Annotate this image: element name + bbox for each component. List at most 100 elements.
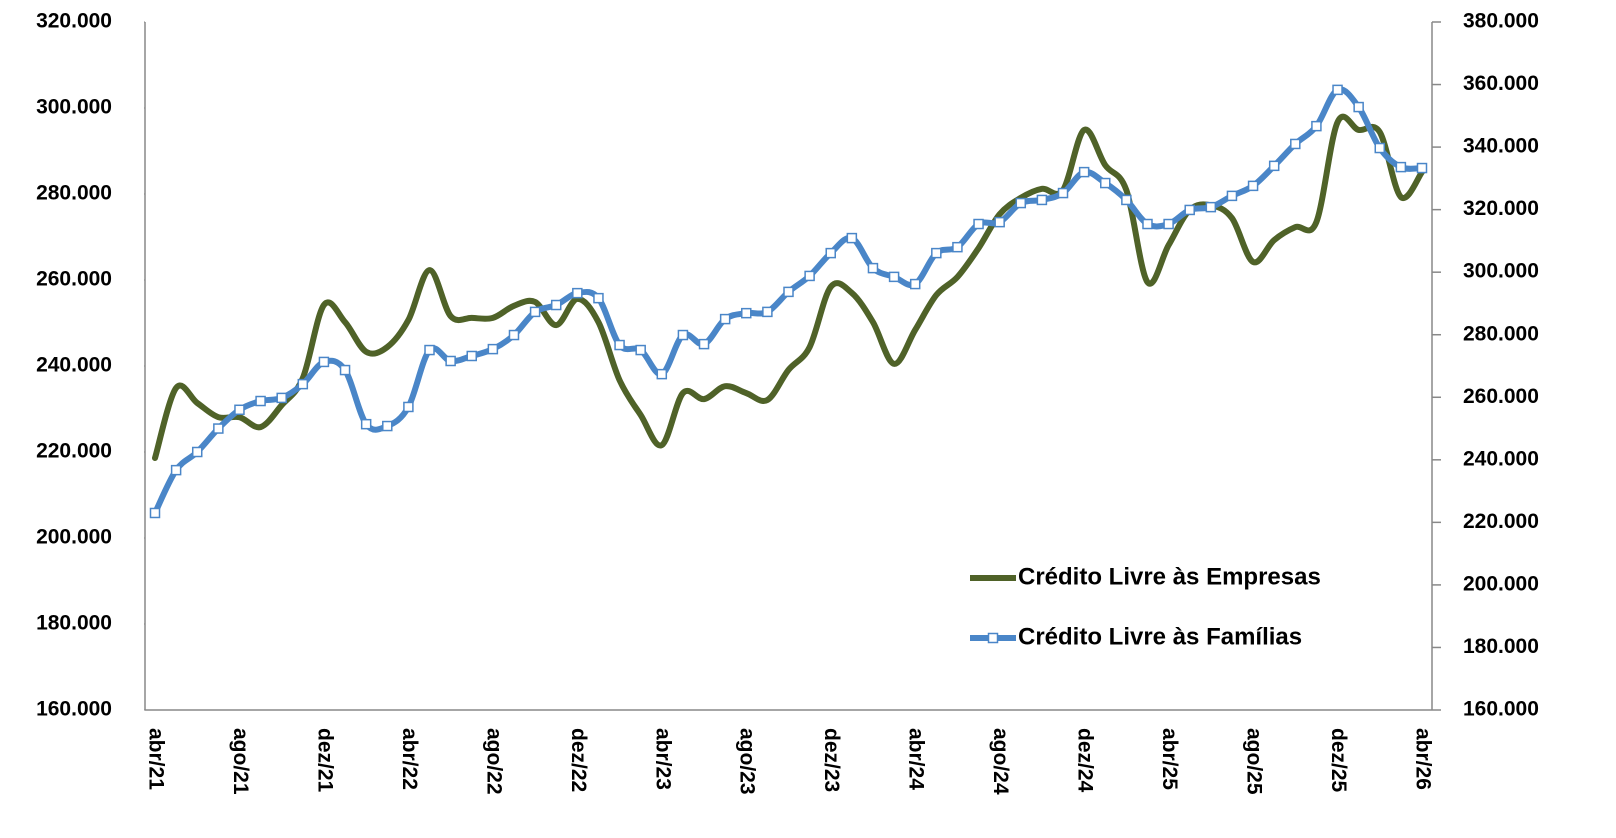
y2-tick-label: 280.000 xyxy=(1463,322,1539,345)
marker xyxy=(191,446,203,458)
y2-tick-label: 260.000 xyxy=(1463,385,1539,408)
marker xyxy=(909,278,921,290)
marker xyxy=(846,232,858,244)
marker xyxy=(614,339,625,351)
marker xyxy=(931,247,942,259)
y-tick-label: 160.000 xyxy=(36,698,112,721)
y-tick-label: 300.000 xyxy=(36,96,112,119)
marker xyxy=(572,287,583,299)
marker xyxy=(255,395,266,407)
marker xyxy=(466,350,477,362)
marker xyxy=(529,306,541,318)
y-tick-label: 280.000 xyxy=(36,182,112,205)
legend-label: Crédito Livre às Famílias xyxy=(1018,623,1302,650)
marker xyxy=(1142,218,1153,230)
marker xyxy=(1311,120,1322,132)
marker xyxy=(1247,180,1259,192)
y2-tick-label: 240.000 xyxy=(1463,447,1539,470)
y2-tick-label: 380.000 xyxy=(1463,10,1539,33)
legend-marker xyxy=(987,632,999,644)
marker xyxy=(1268,160,1280,172)
marker xyxy=(1395,161,1407,173)
marker xyxy=(719,313,731,325)
x-tick-label: dez/24 xyxy=(1074,728,1097,793)
marker xyxy=(1078,166,1090,178)
marker xyxy=(213,423,224,434)
marker xyxy=(1121,194,1132,206)
marker xyxy=(677,329,689,341)
series-line xyxy=(152,86,1425,516)
marker xyxy=(783,286,794,298)
x-tick-label: ago/24 xyxy=(989,728,1012,795)
marker xyxy=(382,420,393,432)
marker xyxy=(1332,84,1343,96)
y2-tick-label: 200.000 xyxy=(1463,572,1539,595)
marker xyxy=(297,378,309,390)
marker xyxy=(804,270,815,282)
marker xyxy=(1163,218,1174,230)
x-tick-label: dez/25 xyxy=(1327,728,1350,793)
y2-tick-label: 300.000 xyxy=(1463,260,1539,283)
marker xyxy=(888,271,900,283)
marker xyxy=(635,344,646,356)
marker xyxy=(276,392,287,404)
x-tick-label: ago/21 xyxy=(229,728,252,795)
marker xyxy=(1057,187,1069,199)
marker xyxy=(867,262,879,274)
marker xyxy=(1205,201,1217,213)
x-tick-label: abr/24 xyxy=(905,728,928,790)
x-tick-label: abr/21 xyxy=(144,728,167,790)
y-tick-label: 200.000 xyxy=(36,526,112,549)
x-tick-label: dez/22 xyxy=(567,728,590,792)
x-tick-label: abr/25 xyxy=(1158,728,1181,790)
x-tick-label: dez/23 xyxy=(820,728,843,792)
marker xyxy=(1416,162,1428,174)
marker xyxy=(825,247,836,259)
y-tick-label: 180.000 xyxy=(36,612,112,635)
marker xyxy=(339,364,351,376)
x-tick-label: abr/22 xyxy=(398,728,421,790)
x-tick-label: ago/23 xyxy=(736,728,759,795)
y-tick-label: 220.000 xyxy=(36,440,112,463)
marker xyxy=(508,329,520,341)
y2-tick-label: 360.000 xyxy=(1463,72,1539,95)
y2-tick-label: 220.000 xyxy=(1463,510,1539,533)
marker xyxy=(1036,194,1048,206)
marker xyxy=(1015,197,1027,209)
marker xyxy=(445,355,456,367)
marker xyxy=(170,464,182,476)
marker xyxy=(1100,177,1111,189)
x-tick-label: abr/23 xyxy=(651,728,674,790)
marker xyxy=(698,338,710,350)
marker xyxy=(741,307,752,319)
y-tick-label: 240.000 xyxy=(36,354,112,377)
marker xyxy=(234,404,245,416)
x-tick-label: ago/25 xyxy=(1243,728,1266,795)
y-tick-label: 320.000 xyxy=(36,10,112,33)
marker xyxy=(1353,101,1364,113)
marker xyxy=(1374,142,1386,154)
y2-tick-label: 340.000 xyxy=(1463,135,1539,158)
marker xyxy=(318,356,330,368)
marker xyxy=(656,368,668,380)
y2-tick-label: 180.000 xyxy=(1463,635,1539,658)
marker xyxy=(973,218,984,230)
marker xyxy=(1226,190,1238,202)
x-tick-label: abr/26 xyxy=(1411,728,1434,790)
y2-tick-label: 160.000 xyxy=(1463,698,1539,721)
marker xyxy=(952,241,963,253)
marker xyxy=(487,343,499,355)
y-tick-label: 260.000 xyxy=(36,268,112,291)
marker xyxy=(403,401,414,413)
marker xyxy=(1290,138,1301,150)
marker xyxy=(550,299,562,311)
y2-tick-label: 320.000 xyxy=(1463,197,1539,220)
x-tick-label: ago/22 xyxy=(482,728,505,795)
marker xyxy=(593,292,604,304)
marker xyxy=(994,216,1005,228)
marker xyxy=(762,306,773,318)
marker xyxy=(149,507,161,519)
legend-label: Crédito Livre às Empresas xyxy=(1018,563,1321,590)
